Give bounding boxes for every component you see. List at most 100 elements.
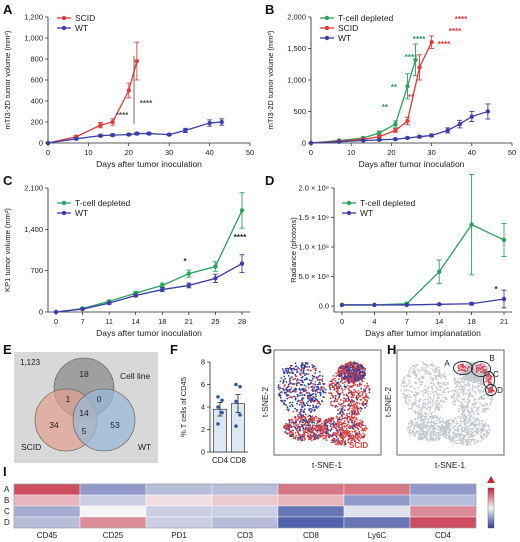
tsne-point	[359, 437, 362, 440]
x-tick-label: 21	[500, 317, 508, 326]
tsne-point	[303, 438, 306, 441]
heatmap-row-label: D	[4, 518, 10, 527]
tsne-point	[407, 375, 410, 378]
tsne-point	[421, 428, 424, 431]
tsne-point	[336, 389, 339, 391]
heatmap-frame	[13, 483, 477, 529]
tsne-point	[432, 425, 435, 427]
tsne-cluster-point	[482, 366, 485, 369]
tsne-point	[346, 413, 348, 415]
tsne-point	[321, 386, 324, 389]
tsne-point	[285, 404, 287, 406]
tsne-point	[477, 439, 480, 442]
data-point	[393, 121, 398, 127]
data-point	[134, 131, 140, 136]
legend-marker	[61, 210, 67, 216]
tsne-point	[480, 429, 483, 432]
tsne-point	[321, 375, 324, 378]
tsne-point	[348, 435, 350, 438]
tsne-point	[313, 433, 316, 436]
tsne-point	[466, 429, 469, 432]
tsne-point	[316, 422, 318, 425]
tsne-point	[347, 377, 350, 379]
tsne-point	[427, 428, 429, 431]
tsne-point	[348, 372, 351, 375]
tsne-point	[280, 377, 283, 379]
tsne-point	[414, 398, 417, 400]
tsne-point	[476, 406, 478, 409]
tsne-point	[309, 369, 312, 372]
tsne-point	[344, 398, 347, 400]
tsne-point	[440, 373, 442, 375]
tsne-point	[473, 442, 476, 445]
tsne-point	[423, 423, 426, 426]
tsne-point	[441, 399, 443, 402]
tsne-point	[338, 378, 340, 380]
venn-count-cell-scid: 1	[66, 394, 71, 404]
tsne-point	[340, 427, 343, 429]
tsne-point	[303, 408, 306, 410]
tsne-point	[458, 377, 460, 380]
tsne-point	[335, 415, 338, 418]
tsne-point	[307, 415, 309, 418]
tsne-point	[322, 427, 325, 430]
tsne-point	[346, 429, 349, 432]
tsne-point	[444, 396, 447, 399]
tsne-point	[295, 421, 298, 424]
tsne-point	[408, 394, 411, 396]
tsne-point	[331, 384, 334, 387]
tsne-point	[351, 368, 354, 371]
tsne-point	[468, 416, 471, 419]
tsne-point	[358, 372, 361, 374]
tsne-point	[429, 406, 432, 409]
tsne-point	[366, 399, 369, 402]
tsne-point	[301, 433, 304, 436]
tsne-point	[472, 412, 475, 415]
tsne-point	[423, 363, 426, 365]
tsne-point	[351, 430, 354, 433]
tsne-point	[479, 402, 482, 405]
tsne-point	[409, 375, 412, 378]
tsne-point	[324, 435, 327, 438]
heatmap-cell	[79, 505, 147, 518]
tsne-point	[356, 391, 358, 394]
tsne-point	[456, 398, 459, 401]
tsne-point	[420, 423, 423, 425]
x-tick-label: 40	[468, 148, 476, 157]
tsne-point	[301, 403, 303, 405]
tsne-point	[297, 415, 299, 418]
tsne-point	[337, 438, 339, 440]
tsne-point	[477, 413, 480, 416]
tsne-point	[324, 424, 326, 427]
tsne-point	[303, 390, 306, 392]
tsne-point	[338, 383, 340, 385]
tsne-point	[336, 398, 339, 401]
tsne-point	[487, 395, 490, 398]
tsne-point	[279, 380, 282, 383]
tsne-point	[294, 436, 296, 439]
tsne-point	[311, 439, 313, 442]
y-axis-label: mTI3-2D tumor volume (mm³)	[266, 30, 275, 129]
tsne-point	[452, 432, 455, 435]
tsne-point	[308, 365, 311, 368]
cluster-label: D	[497, 386, 503, 395]
tsne-cluster-point	[475, 371, 478, 374]
y-axis-label: KP1 tumor volume (mm³)	[3, 208, 12, 292]
tsne-point	[355, 406, 358, 408]
data-point	[110, 119, 115, 125]
tsne-point	[307, 394, 309, 397]
data-point	[437, 269, 442, 275]
tsne-point	[430, 436, 432, 439]
tsne-point	[416, 426, 419, 429]
heatmap-column-label: CD25	[103, 531, 124, 540]
tsne-point	[424, 413, 427, 416]
tsne-point	[480, 440, 483, 442]
tsne-point	[442, 425, 444, 428]
significance-stars: ****	[140, 99, 153, 108]
series-wt	[53, 254, 245, 315]
tsne-point	[424, 384, 426, 387]
x-axis-label: Days after tumor inoculation	[359, 159, 465, 169]
tsne-point	[309, 395, 312, 398]
tsne-point	[414, 374, 416, 376]
heatmap-cell	[409, 483, 477, 496]
